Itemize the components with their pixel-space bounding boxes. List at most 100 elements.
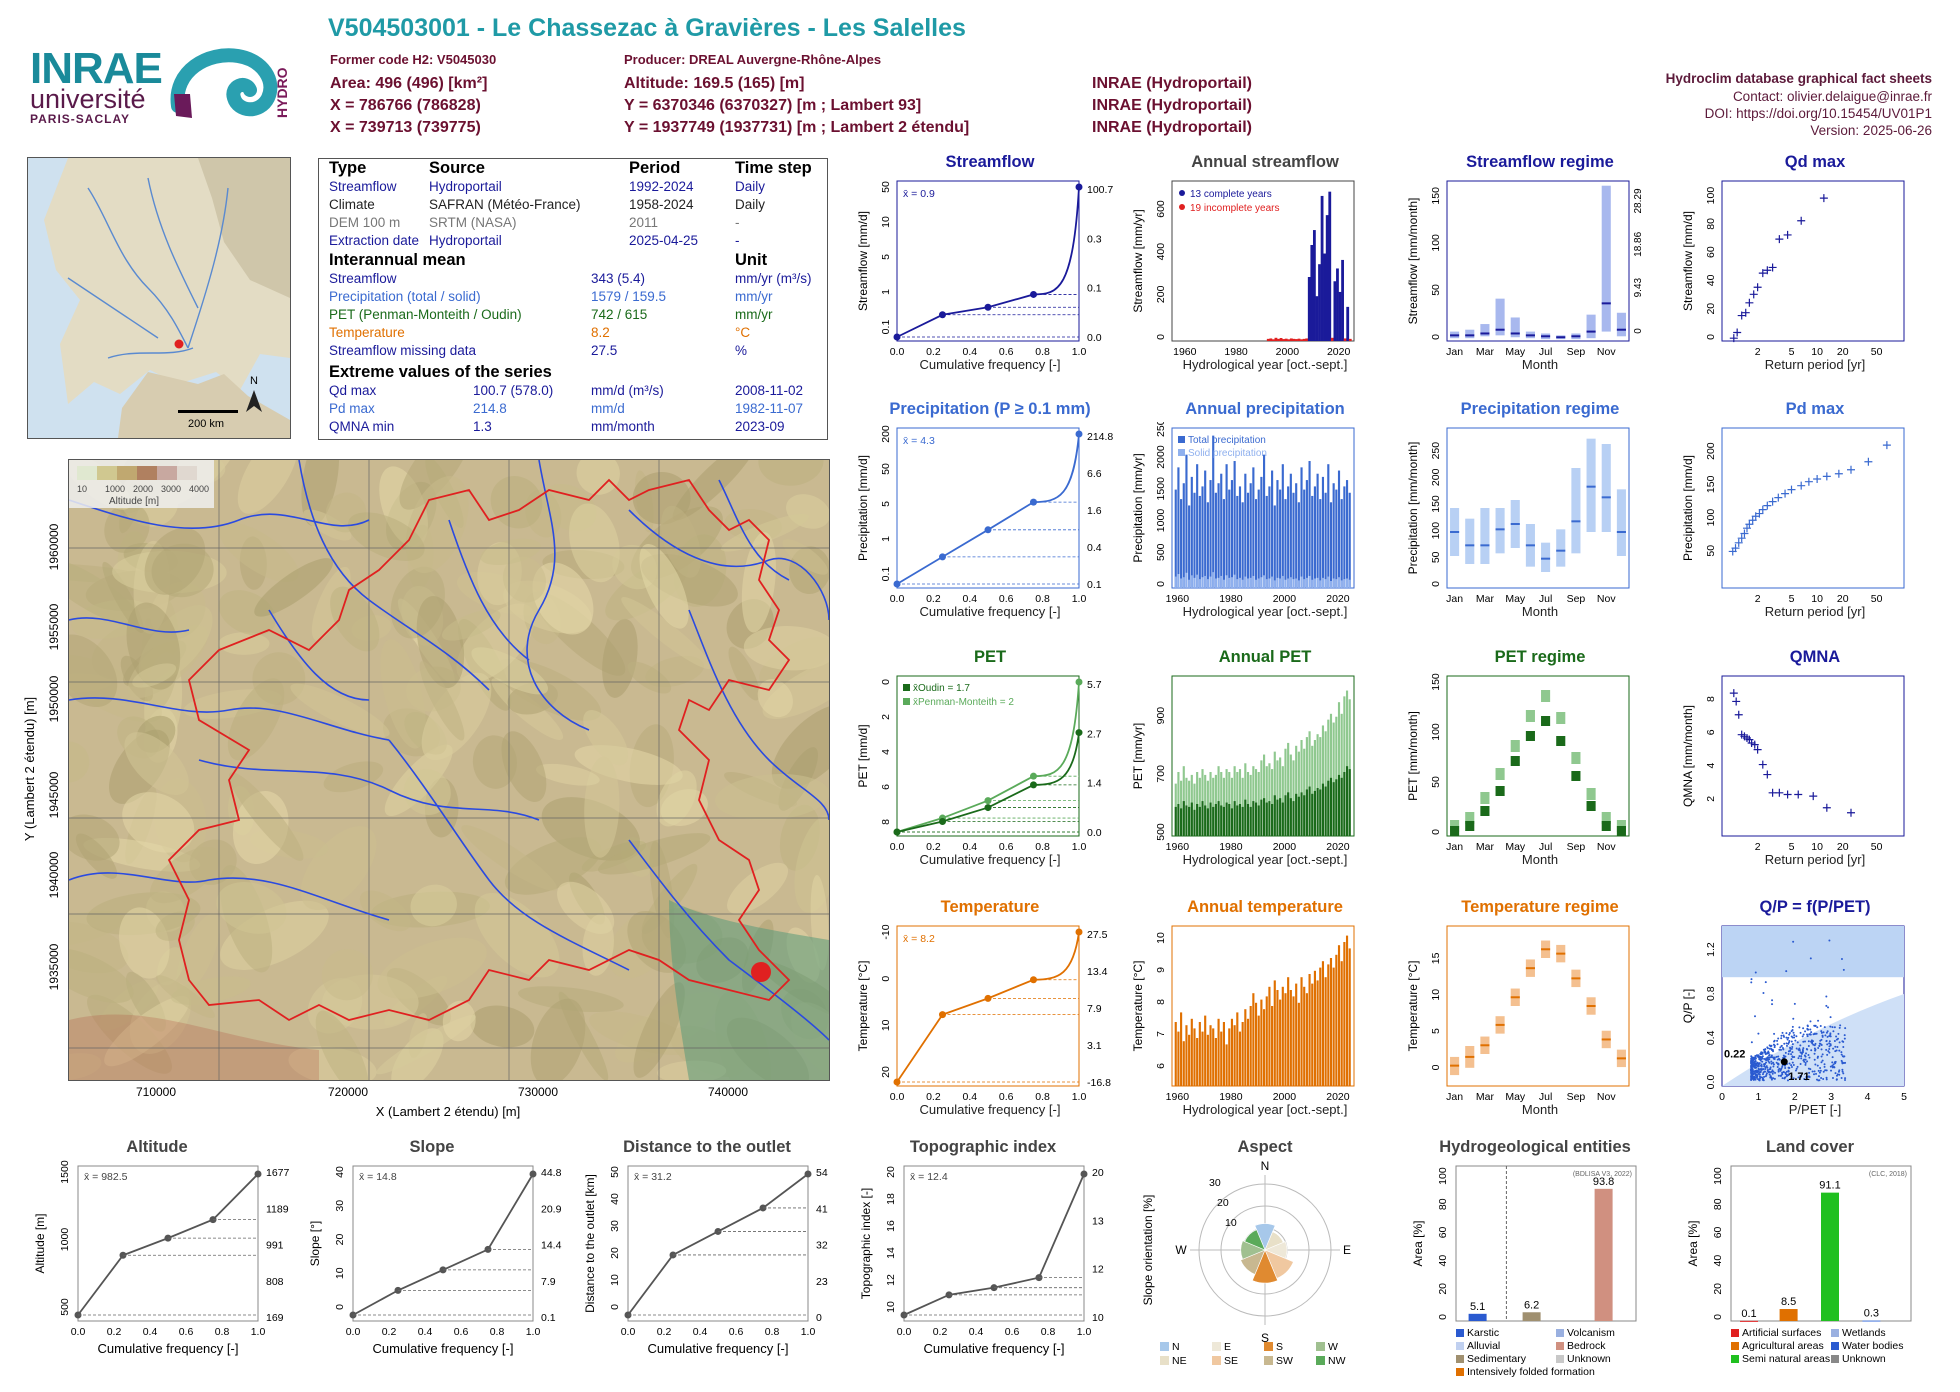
annual-bar-secondary xyxy=(1305,577,1308,588)
daily-point xyxy=(1787,1052,1790,1055)
return-period-point xyxy=(1768,497,1777,506)
annual-bar xyxy=(1188,505,1191,588)
y-tick: 12 xyxy=(885,1274,897,1286)
x-tick: Mar xyxy=(1476,593,1495,605)
annual-bar xyxy=(1271,339,1275,341)
source-area: INRAE (Hydroportail) xyxy=(1092,75,1252,92)
x-tick: 0.6 xyxy=(999,1091,1014,1103)
x-axis-label: Month xyxy=(1521,604,1559,619)
x-tick: Jan xyxy=(1446,346,1463,358)
y-tick: 100 xyxy=(1430,723,1442,741)
y-tick: 1000 xyxy=(59,1228,71,1252)
daily-point xyxy=(1828,1042,1831,1045)
annual-bar-secondary xyxy=(1268,801,1271,836)
return-period-point xyxy=(1822,803,1831,812)
annual_pet-svg: PET [mm/yr] 1960 1980 2000 2020 500 700 900 xyxy=(1131,675,1355,853)
producer: Producer: DREAL Auvergne-Rhône-Alpes xyxy=(624,52,882,67)
y-tick: 80 xyxy=(1437,1198,1449,1210)
x-tick: Nov xyxy=(1597,1091,1616,1103)
annual-bar-secondary xyxy=(1271,576,1274,588)
x-tick: 2020 xyxy=(1326,593,1350,605)
mean-unit: mm/yr xyxy=(735,289,773,304)
daily-point xyxy=(1815,1032,1818,1035)
x-tick: 20 xyxy=(1837,841,1849,853)
daily-point xyxy=(1761,1060,1764,1063)
annual-bar-secondary xyxy=(1228,577,1231,588)
daily-point xyxy=(1750,978,1753,981)
share-bar xyxy=(1740,1320,1758,1322)
daily-point xyxy=(1819,1024,1822,1027)
right-value-label: 5.7 xyxy=(1087,679,1102,691)
annual-bar xyxy=(1249,1006,1252,1086)
daily-point xyxy=(1753,1060,1756,1063)
right-value-label: 20 xyxy=(1092,1167,1104,1179)
streamflow_fdc-panel: Streamflow Streamflow [mm/d] 0.0 0.2 0.4 0.6 0… xyxy=(855,153,1125,393)
y-tick: 6 xyxy=(880,784,892,790)
daily-point xyxy=(1807,1053,1810,1056)
aspect-ring-label: 20 xyxy=(1217,1197,1229,1209)
annual-bar-secondary xyxy=(1268,578,1271,588)
annual-bar-secondary xyxy=(1185,572,1188,588)
daily-point xyxy=(1792,1064,1795,1067)
x-tick: 1980 xyxy=(1219,1091,1243,1103)
daily-point xyxy=(1838,1069,1841,1072)
legend-swatch xyxy=(1456,1342,1464,1350)
annual-bar xyxy=(1321,476,1325,588)
altitude-legend-tick: 2000 xyxy=(133,484,153,494)
terrain-patch xyxy=(582,914,614,976)
daily-point xyxy=(1840,957,1843,960)
daily-point xyxy=(1828,1051,1831,1054)
daily-point xyxy=(1796,1065,1799,1068)
terrain-patch xyxy=(576,460,620,495)
annual_streamflow-svg: Streamflow [mm/yr] 1960 1980 2000 2020 0 200 40… xyxy=(1131,180,1355,358)
y-tick: 5 xyxy=(1430,1028,1442,1034)
mean-label: x̄ = 31.2 xyxy=(634,1171,672,1183)
annual-bar-secondary xyxy=(1174,576,1177,588)
terrain-patch xyxy=(69,1053,102,1080)
overview-map: 200 km N xyxy=(27,157,291,439)
daily-point xyxy=(1770,1062,1773,1065)
annual-bar xyxy=(1329,713,1333,836)
map-x-tick: 730000 xyxy=(518,1085,558,1099)
landcover-svg: Area [%] (CLC, 2018) 0 20 40 60 80 100 0.1 8.5 91.… xyxy=(1686,1165,1912,1365)
terrain-patch xyxy=(300,826,377,911)
annual-bar-secondary xyxy=(1196,574,1199,588)
terrain-patch xyxy=(627,661,672,694)
map-x-tick: 710000 xyxy=(136,1085,176,1099)
x-tick: 0 xyxy=(1719,1091,1725,1103)
y-tick: 10 xyxy=(885,1301,897,1313)
source-y: INRAE (Hydroportail) xyxy=(1092,119,1252,136)
annual-bar xyxy=(1230,1018,1234,1086)
daily-point xyxy=(1841,1068,1844,1071)
daily-point xyxy=(1791,1025,1794,1028)
x-tick: 0.6 xyxy=(999,841,1014,853)
daily-point xyxy=(1768,1054,1771,1057)
y-lambert2e: Y = 1937749 (1937731) [m ; Lambert 2 éte… xyxy=(624,119,970,136)
annual-bar-secondary xyxy=(1209,576,1212,588)
altitude-legend-tick: 3000 xyxy=(161,484,181,494)
x-tick: 5 xyxy=(1789,593,1795,605)
x-tick: 0.6 xyxy=(454,1326,469,1338)
x-tick: 4 xyxy=(1865,1091,1871,1103)
y-tick: 500 xyxy=(1155,543,1167,561)
annual-bar-secondary xyxy=(1319,789,1322,836)
step-cell: Daily xyxy=(735,179,766,194)
mean-unit: mm/yr (m³/s) xyxy=(735,271,812,286)
annual-bar xyxy=(1254,499,1258,588)
annual-bar-secondary xyxy=(1303,579,1306,588)
daily-point xyxy=(1754,1067,1757,1070)
x-tick: 1.0 xyxy=(1072,593,1087,605)
daily-point xyxy=(1829,1033,1832,1036)
daily-point xyxy=(1788,1039,1791,1042)
right-value-label: 0.1 xyxy=(1087,579,1102,591)
x-axis-label: Return period [yr] xyxy=(1764,357,1866,372)
mean-row: Precipitation (total / solid) 1579 / 159.… xyxy=(329,289,821,307)
annual-bar xyxy=(1343,486,1346,588)
mean-value: 742 / 615 xyxy=(591,307,648,322)
annual-bar xyxy=(1273,505,1276,588)
x-tick: 0.2 xyxy=(926,346,941,358)
terrain-patch xyxy=(442,1000,476,1042)
y-tick: 20 xyxy=(1437,1283,1449,1295)
return-period-point xyxy=(1846,465,1855,474)
y-tick: 1500 xyxy=(59,1160,71,1184)
